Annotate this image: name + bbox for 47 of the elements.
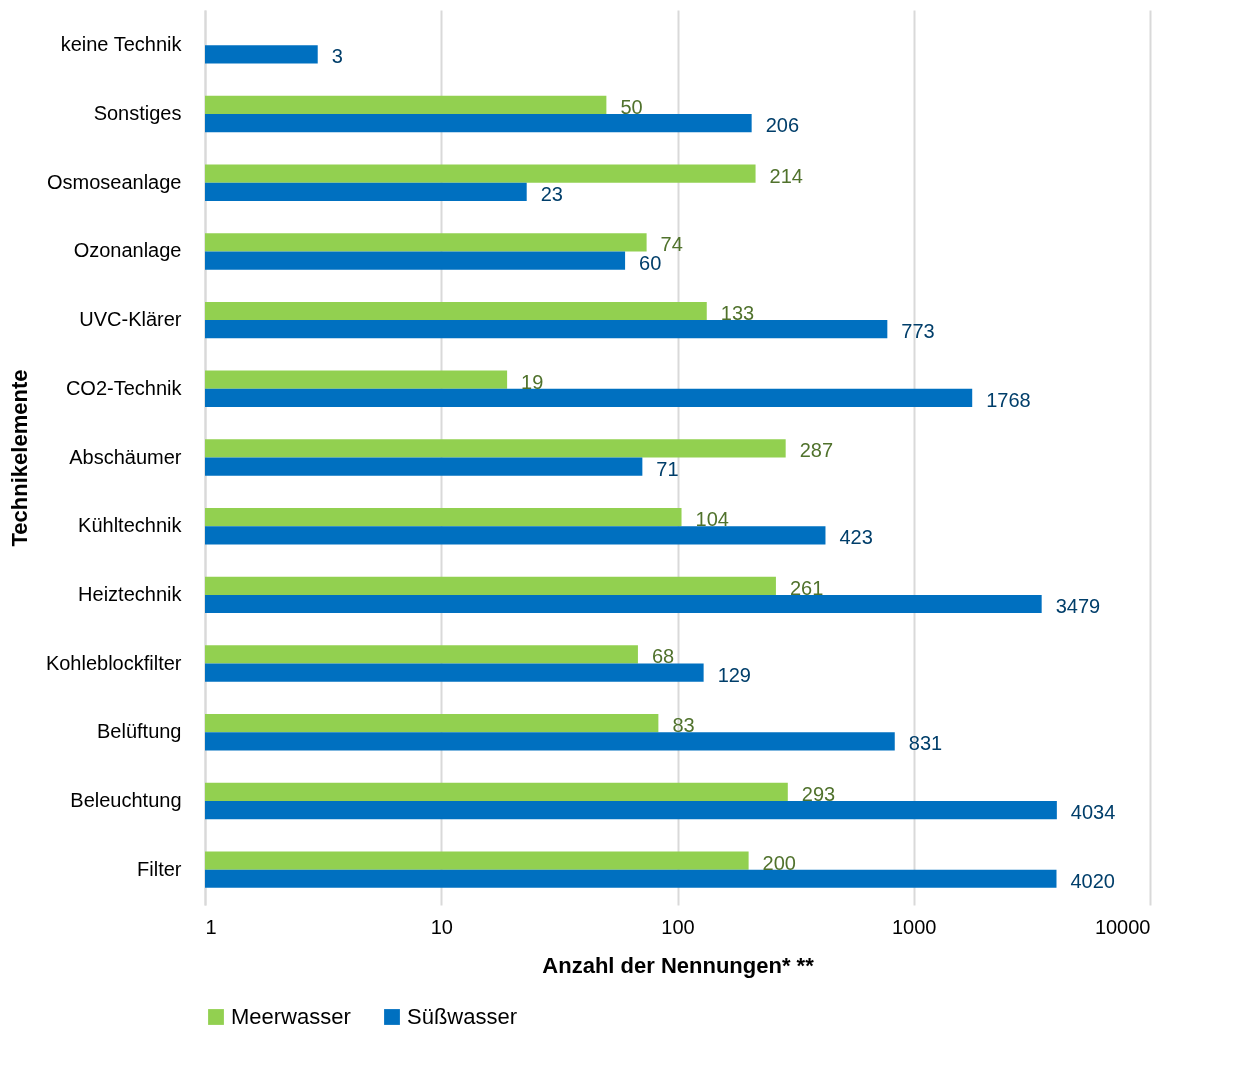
data-label: 50 (620, 95, 643, 118)
data-label: 214 (769, 164, 803, 187)
data-label: 200 (762, 851, 796, 874)
data-label: 68 (651, 645, 675, 668)
data-label: 287 (799, 439, 834, 462)
data-label: 293 (801, 782, 836, 805)
y-tick-label: Kohleblockfilter (45, 651, 182, 674)
y-tick-label: Abschäumer (69, 445, 182, 468)
data-label: 83 (672, 714, 695, 737)
legend-label: Meerwasser (231, 1004, 351, 1029)
data-label: 3 (331, 45, 343, 68)
data-label: 23 (540, 182, 563, 205)
y-tick-label: Ozonanlage (73, 239, 182, 262)
x-tick-label: 100 (661, 915, 695, 938)
y-tick-label: Osmoseanlage (46, 170, 182, 193)
data-label: 831 (908, 732, 943, 755)
data-label: 4034 (1070, 801, 1116, 824)
data-label: 129 (717, 663, 751, 686)
x-tick-label: 10000 (1094, 915, 1151, 938)
x-tick-label: 1000 (892, 915, 937, 938)
y-tick-label: CO2-Technik (65, 376, 183, 399)
y-tick-label: Heiztechnik (78, 582, 183, 605)
data-label: 71 (656, 457, 679, 480)
data-label: 19 (521, 370, 544, 393)
data-label: 60 (639, 251, 662, 274)
y-axis-title: Technikelemente (6, 369, 32, 547)
data-label: 74 (660, 233, 683, 256)
data-label: 261 (789, 576, 824, 599)
y-tick-label: Belüftung (96, 720, 182, 743)
y-tick-label: Kühltechnik (78, 514, 183, 537)
data-label: 423 (839, 526, 873, 549)
y-tick-label: Sonstiges (93, 102, 182, 125)
y-tick-label: Filter (137, 857, 182, 880)
data-label: 3479 (1055, 594, 1101, 617)
x-tick-label: 10 (430, 915, 453, 938)
data-label: 4020 (1070, 869, 1115, 892)
data-label: 104 (695, 508, 729, 531)
legend-label: Süßwasser (407, 1004, 518, 1029)
data-label: 133 (720, 302, 755, 325)
data-label: 773 (901, 320, 935, 343)
x-axis-title: Anzahl der Nennungen* ** (542, 952, 815, 978)
data-label: 206 (765, 114, 800, 137)
y-tick-label: UVC-Klärer (79, 308, 182, 331)
y-tick-label: keine Technik (60, 33, 183, 56)
y-tick-label: Beleuchtung (70, 788, 182, 811)
data-label: 1768 (986, 388, 1031, 411)
x-tick-label: 1 (205, 915, 217, 938)
